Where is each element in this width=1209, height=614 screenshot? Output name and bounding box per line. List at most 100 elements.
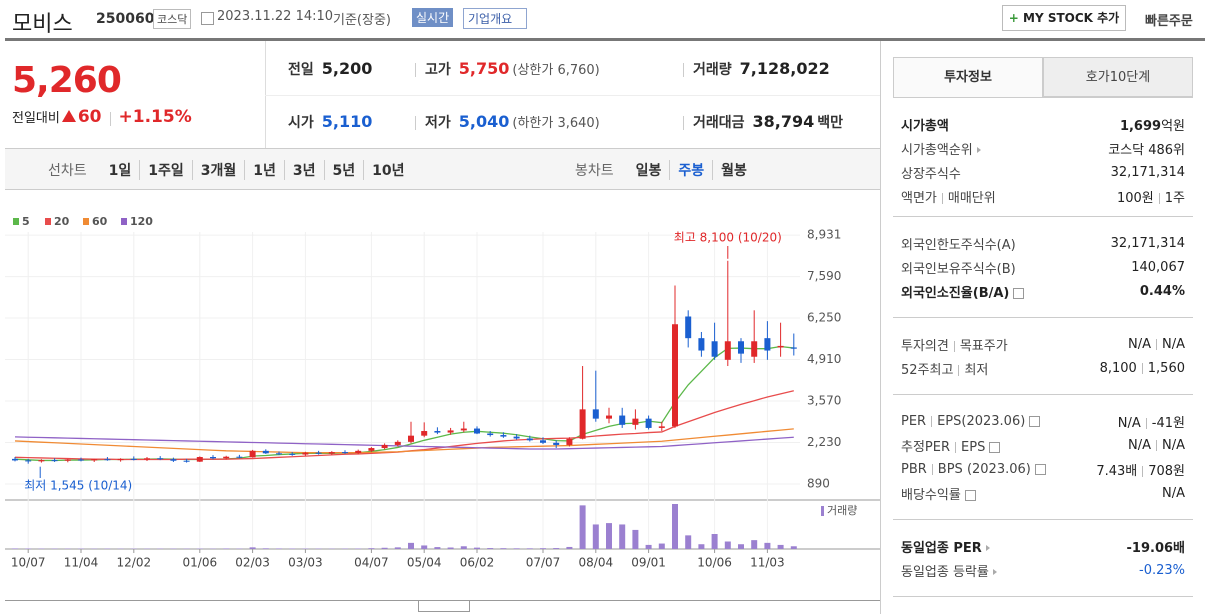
company-button[interactable]: 기업개요 bbox=[463, 8, 528, 29]
legend-swatch bbox=[45, 218, 51, 225]
summary-value: 5,200 bbox=[321, 59, 373, 78]
summary-cell: 시가 5,110 bbox=[288, 112, 372, 132]
period-item[interactable]: 1일 bbox=[108, 163, 132, 179]
label-part: EPS(2023.06) bbox=[937, 413, 1026, 429]
sep bbox=[1156, 338, 1157, 350]
candle-body bbox=[526, 438, 533, 441]
candle-body bbox=[540, 440, 546, 443]
period-label: 봉차트 bbox=[575, 163, 614, 179]
tab[interactable]: 투자정보 bbox=[893, 57, 1043, 97]
volume-bar bbox=[368, 548, 375, 549]
period-item[interactable]: 월봉 bbox=[712, 160, 755, 180]
candle-body bbox=[25, 460, 32, 462]
value-part: N/A bbox=[1128, 336, 1151, 352]
ma-line bbox=[14, 428, 794, 454]
period-label: 선차트 bbox=[48, 163, 87, 179]
sep bbox=[931, 415, 933, 427]
candle-body bbox=[276, 453, 282, 455]
candle-body bbox=[672, 324, 678, 427]
period-item[interactable]: 3개월 bbox=[191, 160, 245, 180]
volume-bar bbox=[738, 544, 744, 549]
summary-label: 시가 bbox=[288, 115, 314, 131]
mystock-button[interactable]: + MY STOCK 추가 bbox=[1002, 5, 1126, 31]
volume-bar bbox=[408, 542, 414, 549]
quick-order[interactable]: 빠른주문 bbox=[1145, 14, 1193, 29]
x-tick-label: 05/04 bbox=[407, 556, 442, 570]
summary-value: 38,794 bbox=[752, 112, 815, 131]
stock-code: 250060 bbox=[96, 11, 155, 27]
value-part: 140,067 bbox=[1131, 259, 1185, 275]
legend-label: 20 bbox=[54, 215, 70, 228]
price-divider bbox=[265, 41, 266, 148]
info-value: 32,171,314 bbox=[1111, 236, 1185, 251]
x-tick-label: 09/01 bbox=[631, 556, 666, 570]
label-part: 52주최고 bbox=[901, 362, 954, 378]
candle-body bbox=[223, 456, 230, 459]
candle-body bbox=[698, 338, 705, 351]
value-part: 억원 bbox=[1161, 118, 1185, 134]
legend-label: 60 bbox=[92, 215, 108, 228]
candle-body bbox=[78, 459, 84, 461]
info-row: 동일업종 등락률 -0.23% bbox=[901, 558, 1185, 582]
y-tick-label: 2,230 bbox=[807, 435, 841, 449]
header-rule bbox=[5, 38, 1205, 41]
period-item[interactable]: 1주일 bbox=[139, 160, 192, 180]
period-item[interactable]: 일봉 bbox=[635, 163, 662, 179]
period-item[interactable]: 5년 bbox=[323, 160, 364, 180]
help-icon[interactable] bbox=[1034, 463, 1046, 475]
value-part: -41원 bbox=[1151, 415, 1185, 431]
candle-body bbox=[487, 433, 494, 436]
period-item[interactable]: 주봉 bbox=[669, 160, 712, 180]
sep bbox=[1158, 192, 1160, 204]
basis: 기준(장중) bbox=[333, 13, 391, 28]
change-line: 전일대비 60 +1.15% bbox=[12, 107, 192, 127]
volume-bar bbox=[764, 542, 771, 549]
period-list: 1일 1주일 3개월 1년 3년 5년 10년 bbox=[101, 160, 413, 180]
label-part: PER bbox=[901, 413, 927, 429]
value-part: 708원 bbox=[1148, 463, 1185, 479]
invest-body: 시가총액 1,699억원 시가총액순위 코스닥 486위 상장주식수 32,171,314… bbox=[893, 98, 1193, 597]
volume-bar bbox=[566, 546, 573, 549]
period-item[interactable]: 1년 bbox=[244, 160, 284, 180]
candle-body bbox=[685, 316, 692, 339]
arrow-icon bbox=[992, 569, 997, 575]
value-part: 8,100 bbox=[1099, 360, 1137, 376]
help-icon[interactable] bbox=[964, 489, 976, 501]
x-tick-label: 11/04 bbox=[64, 556, 99, 570]
period-item[interactable]: 10년 bbox=[363, 160, 412, 180]
candle-body bbox=[315, 452, 322, 454]
volume-bar bbox=[249, 547, 256, 549]
volume-bar bbox=[606, 523, 612, 549]
candle-body bbox=[170, 459, 177, 461]
volume-bar bbox=[592, 524, 599, 549]
realtime-badge[interactable]: 실시간 bbox=[412, 8, 454, 27]
volume-bar bbox=[685, 535, 692, 549]
up-triangle bbox=[61, 110, 76, 122]
info-label: 시가총액 bbox=[901, 115, 949, 134]
label-part: 추정PER bbox=[901, 439, 951, 455]
value-part: N/A bbox=[1162, 437, 1185, 453]
info-row: 투자의견 목표주가 N/A N/A bbox=[901, 332, 1185, 356]
info-value: 0.44% bbox=[1140, 284, 1185, 299]
tab[interactable]: 호가10단계 bbox=[1043, 57, 1193, 97]
candle-body bbox=[91, 459, 98, 461]
volume-bar bbox=[672, 504, 678, 549]
period-item[interactable]: 3년 bbox=[283, 160, 324, 180]
label-part: 상장주식수 bbox=[901, 166, 961, 182]
collapse-button[interactable] bbox=[418, 601, 470, 612]
sep bbox=[1145, 417, 1147, 429]
volume-bar bbox=[790, 546, 797, 549]
help-icon[interactable] bbox=[1013, 287, 1025, 299]
high-note: 최고 8,100 (10/20) bbox=[674, 231, 782, 245]
help-icon[interactable] bbox=[1029, 415, 1041, 427]
help-icon[interactable] bbox=[989, 441, 1001, 453]
volume-bar bbox=[394, 547, 401, 549]
label-part: 동일업종 PER bbox=[901, 540, 982, 556]
candle-body bbox=[711, 341, 718, 357]
candle-body bbox=[474, 428, 480, 434]
info-label: 외국인한도주식수(A) bbox=[901, 234, 1016, 253]
value-part: N/A bbox=[1162, 336, 1185, 352]
info-value: N/A -41원 bbox=[1118, 412, 1185, 431]
candle-body bbox=[262, 450, 269, 454]
y-tick-label: 890 bbox=[807, 476, 830, 490]
